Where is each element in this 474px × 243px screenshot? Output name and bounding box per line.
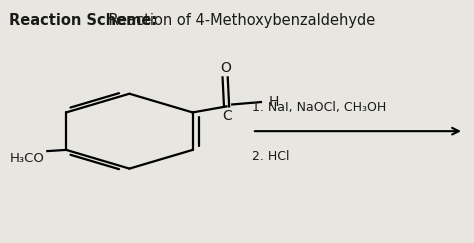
Text: 2. HCl: 2. HCl bbox=[252, 150, 290, 164]
Text: C: C bbox=[223, 109, 232, 123]
Text: 1. NaI, NaOCl, CH₃OH: 1. NaI, NaOCl, CH₃OH bbox=[252, 101, 386, 114]
Text: O: O bbox=[220, 61, 231, 76]
Text: Reaction of 4-Methoxybenzaldehyde: Reaction of 4-Methoxybenzaldehyde bbox=[103, 13, 375, 28]
Text: H: H bbox=[268, 95, 279, 109]
Text: H₃CO: H₃CO bbox=[10, 152, 45, 165]
Text: Reaction Scheme:: Reaction Scheme: bbox=[9, 13, 157, 28]
